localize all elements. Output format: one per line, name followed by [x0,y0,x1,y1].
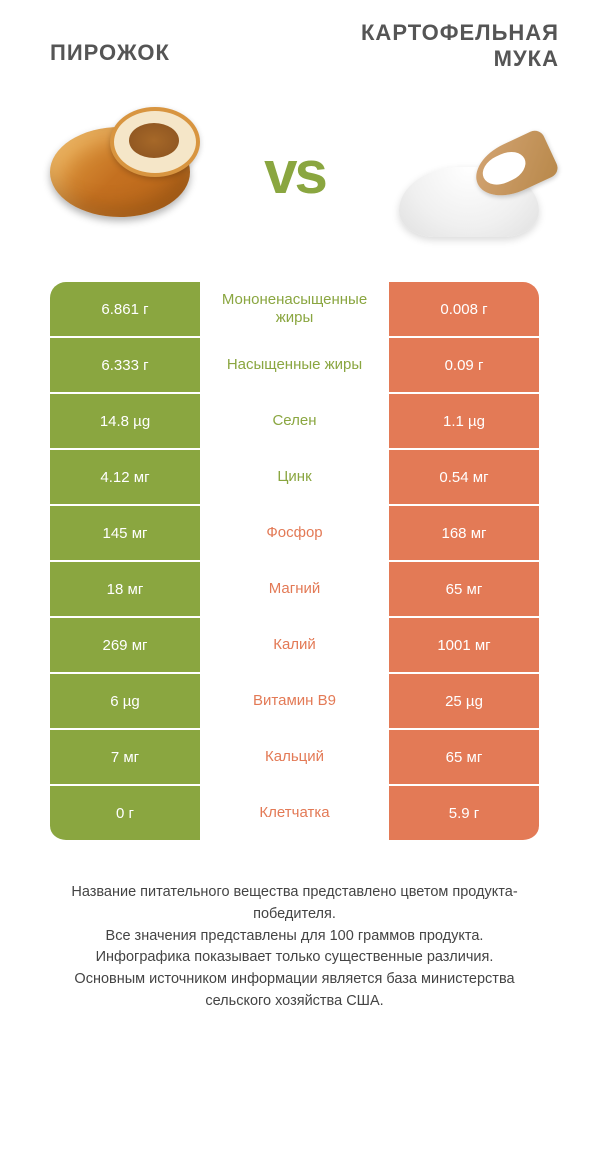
nutrient-label: Фосфор [200,506,389,562]
table-row: 4.12 мгЦинк0.54 мг [50,450,539,506]
footer-line: Все значения представлены для 100 граммо… [40,926,549,948]
left-value: 6 µg [50,674,200,730]
table-row: 18 мгМагний65 мг [50,562,539,618]
images-row: vs [20,102,569,242]
right-value: 25 µg [389,674,539,730]
nutrient-label: Витамин B9 [200,674,389,730]
nutrient-label: Насыщенные жиры [200,338,389,394]
title-left: ПИРОЖОК [30,20,305,72]
footer-line: Инфографика показывает только существенн… [40,947,549,969]
table-row: 269 мгКалий1001 мг [50,618,539,674]
right-value: 1.1 µg [389,394,539,450]
nutrient-label: Клетчатка [200,786,389,842]
nutrient-label: Магний [200,562,389,618]
infographic-container: ПИРОЖОК КАРТОФЕЛЬНАЯ МУКА vs 6.861 гМоно… [0,0,589,1174]
table-row: 6.333 гНасыщенные жиры0.09 г [50,338,539,394]
left-value: 14.8 µg [50,394,200,450]
table-row: 145 мгФосфор168 мг [50,506,539,562]
nutrient-label: Калий [200,618,389,674]
table-row: 6 µgВитамин B925 µg [50,674,539,730]
nutrient-label: Кальций [200,730,389,786]
right-value: 65 мг [389,730,539,786]
title-right: КАРТОФЕЛЬНАЯ МУКА [305,20,560,72]
nutrient-label: Мононенасыщенные жиры [200,282,389,338]
left-value: 4.12 мг [50,450,200,506]
right-value: 168 мг [389,506,539,562]
right-value: 0.09 г [389,338,539,394]
right-value: 65 мг [389,562,539,618]
footer-line: Название питательного вещества представл… [40,882,549,926]
left-value: 18 мг [50,562,200,618]
right-value: 0.54 мг [389,450,539,506]
left-value: 269 мг [50,618,200,674]
titles-row: ПИРОЖОК КАРТОФЕЛЬНАЯ МУКА [20,20,569,72]
flour-image [389,102,549,242]
table-row: 0 гКлетчатка5.9 г [50,786,539,842]
table-row: 6.861 гМононенасыщенные жиры0.008 г [50,282,539,338]
pirozhok-image [40,102,200,242]
right-value: 1001 мг [389,618,539,674]
table-row: 7 мгКальций65 мг [50,730,539,786]
vs-label: vs [264,138,325,207]
left-value: 145 мг [50,506,200,562]
left-value: 0 г [50,786,200,842]
left-value: 7 мг [50,730,200,786]
nutrition-table: 6.861 гМононенасыщенные жиры0.008 г6.333… [50,282,539,842]
nutrient-label: Селен [200,394,389,450]
footer-notes: Название питательного вещества представл… [20,882,569,1013]
left-value: 6.333 г [50,338,200,394]
table-row: 14.8 µgСелен1.1 µg [50,394,539,450]
footer-line: Основным источником информации является … [40,969,549,1013]
left-value: 6.861 г [50,282,200,338]
nutrient-label: Цинк [200,450,389,506]
right-value: 5.9 г [389,786,539,842]
right-value: 0.008 г [389,282,539,338]
